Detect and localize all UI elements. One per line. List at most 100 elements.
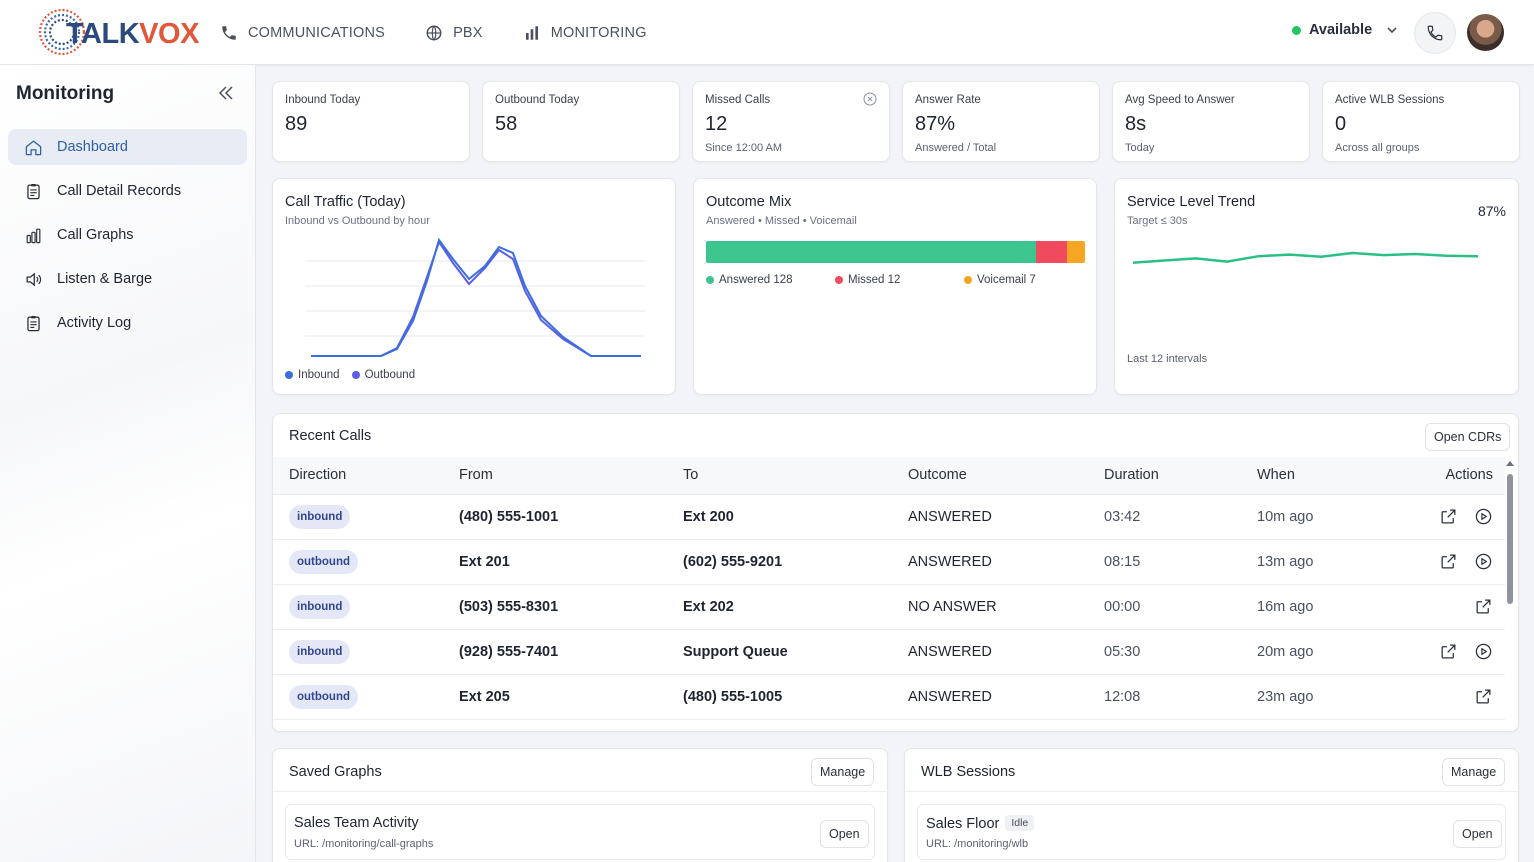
col-actions: Actions (1381, 457, 1505, 495)
dialer-button[interactable] (1414, 12, 1456, 54)
collapse-sidebar-icon[interactable] (216, 83, 236, 103)
call-traffic-legend: Inbound Outbound (285, 369, 415, 381)
recent-calls-table-wrap: Direction From To Outcome Duration When … (273, 457, 1507, 731)
col-from[interactable]: From (443, 457, 667, 495)
cell-actions (1381, 674, 1505, 720)
recent-calls-panel: Recent Calls Open CDRs Direction From To… (272, 413, 1519, 732)
cell-actions (1381, 629, 1505, 675)
outcome-segment-missed (1036, 241, 1067, 263)
service-level-panel: Service Level Trend Target ≤ 30s 87% Las… (1114, 178, 1519, 395)
direction-badge: inbound (289, 639, 351, 664)
legend-voicemail: Voicemail 7 (964, 274, 1036, 286)
sidebar: Monitoring Dashboard Call Detail Records… (0, 65, 256, 862)
play-icon[interactable] (1474, 642, 1493, 661)
table-scrollbar[interactable] (1505, 460, 1515, 790)
cell-when: 10m ago (1241, 494, 1381, 540)
external-link-icon[interactable] (1474, 597, 1493, 616)
cell-from: Ext 201 (443, 539, 667, 585)
cell-actions (1381, 584, 1505, 630)
availability-dropdown[interactable]: Available (1292, 22, 1398, 38)
external-link-icon[interactable] (1439, 552, 1458, 571)
speaker-icon (26, 272, 42, 286)
row-actions (1397, 507, 1505, 526)
phone-icon (222, 25, 236, 40)
call-traffic-chart (305, 237, 645, 357)
col-when[interactable]: When (1241, 457, 1381, 495)
kpi-missed-calls: Missed Calls 12 Since 12:00 AM (692, 81, 890, 162)
wlb-session-item-title-wrap: Sales Floor Idle (926, 815, 1035, 832)
table-header-row: Direction From To Outcome Duration When … (273, 457, 1505, 495)
dismiss-icon[interactable] (863, 92, 877, 106)
nav-monitoring[interactable]: MONITORING (523, 24, 647, 42)
scrollbar-thumb[interactable] (1507, 474, 1513, 604)
service-level-trend-line (1132, 251, 1479, 264)
sidebar-item-listen-barge[interactable]: Listen & Barge (8, 261, 247, 297)
nav-pbx[interactable]: PBX (425, 24, 483, 42)
kpi-active-wlb-sessions: Active WLB Sessions 0 Across all groups (1322, 81, 1520, 162)
app-logo[interactable]: TALKVOX (36, 6, 199, 58)
call-traffic-panel: Call Traffic (Today) Inbound vs Outbound… (272, 178, 676, 395)
legend-answered: Answered 128 (706, 274, 835, 286)
cell-when: 13m ago (1241, 539, 1381, 585)
service-level-value: 87% (1477, 203, 1506, 219)
cell-from: (928) 555-7401 (443, 629, 667, 675)
play-icon[interactable] (1474, 507, 1493, 526)
home-icon (25, 139, 42, 155)
col-duration[interactable]: Duration (1088, 457, 1241, 495)
external-link-icon[interactable] (1439, 507, 1458, 526)
cell-duration: 12:08 (1088, 674, 1241, 720)
direction-badge: outbound (289, 549, 359, 574)
saved-graphs-manage-button[interactable]: Manage (811, 758, 875, 786)
wlb-session-open-button[interactable]: Open (1453, 820, 1502, 848)
sidebar-item-call-graphs[interactable]: Call Graphs (8, 217, 247, 253)
main-content: Inbound Today 89 Outbound Today 58 Misse… (256, 65, 1534, 862)
cell-actions (1381, 494, 1505, 540)
cell-duration: 03:42 (1088, 494, 1241, 540)
sidebar-nav: Dashboard Call Detail Records Call Graph… (8, 129, 247, 349)
cell-outcome: NO ANSWER (892, 584, 1088, 630)
nav-communications[interactable]: COMMUNICATIONS (220, 24, 385, 42)
cell-when: 20m ago (1241, 629, 1381, 675)
wlb-manage-button[interactable]: Manage (1442, 758, 1506, 786)
table-row[interactable]: inbound (928) 555-7401 Support Queue ANSWER… (273, 629, 1505, 675)
row-actions (1397, 687, 1505, 706)
table-row[interactable]: inbound (480) 555-1001 Ext 200 ANSWERED 03:4… (273, 494, 1505, 540)
user-avatar[interactable] (1467, 14, 1504, 51)
cell-outcome: ANSWERED (892, 494, 1088, 540)
table-row[interactable]: inbound (503) 555-8301 Ext 202 NO ANSWER 00:… (273, 584, 1505, 630)
external-link-icon[interactable] (1474, 687, 1493, 706)
cell-to: Ext 200 (667, 494, 892, 540)
table-row[interactable]: outbound Ext 205 (480) 555-1005 ANSWERED 12:… (273, 674, 1505, 720)
saved-graph-item-title: Sales Team Activity (294, 815, 419, 831)
cell-outcome: ANSWERED (892, 674, 1088, 720)
col-to[interactable]: To (667, 457, 892, 495)
scroll-up-icon[interactable] (1506, 461, 1514, 466)
inbound-series-line (311, 237, 641, 357)
sidebar-item-call-detail-records[interactable]: Call Detail Records (8, 173, 247, 209)
play-icon[interactable] (1474, 552, 1493, 571)
cell-to: (602) 555-9201 (667, 539, 892, 585)
external-link-icon[interactable] (1439, 642, 1458, 661)
open-cdrs-button[interactable]: Open CDRs (1425, 423, 1511, 451)
cell-outcome: ANSWERED (892, 539, 1088, 585)
phone-icon (1427, 25, 1443, 41)
col-outcome[interactable]: Outcome (892, 457, 1088, 495)
cell-duration: 08:15 (1088, 539, 1241, 585)
recent-calls-table: Direction From To Outcome Duration When … (273, 457, 1505, 720)
service-level-footer: Last 12 intervals (1127, 353, 1208, 365)
table-row[interactable]: outbound Ext 201 (602) 555-9201 ANSWERED 08:… (273, 539, 1505, 585)
kpi-inbound-today: Inbound Today 89 (272, 81, 470, 162)
cell-direction: inbound (273, 584, 443, 630)
cell-outcome: ANSWERED (892, 629, 1088, 675)
cell-duration: 00:00 (1088, 584, 1241, 630)
sidebar-item-activity-log[interactable]: Activity Log (8, 305, 247, 341)
outbound-series-line (311, 239, 641, 357)
logo-text: TALKVOX (66, 18, 199, 50)
wlb-session-item-title: Sales Floor (926, 816, 1000, 832)
saved-graph-open-button[interactable]: Open (820, 820, 869, 848)
col-direction[interactable]: Direction (273, 457, 443, 495)
chevron-down-icon (1387, 27, 1397, 34)
cell-from: Ext 205 (443, 674, 667, 720)
saved-graph-item: Sales Team Activity URL: /monitoring/cal… (285, 804, 875, 860)
sidebar-item-dashboard[interactable]: Dashboard (8, 129, 247, 165)
